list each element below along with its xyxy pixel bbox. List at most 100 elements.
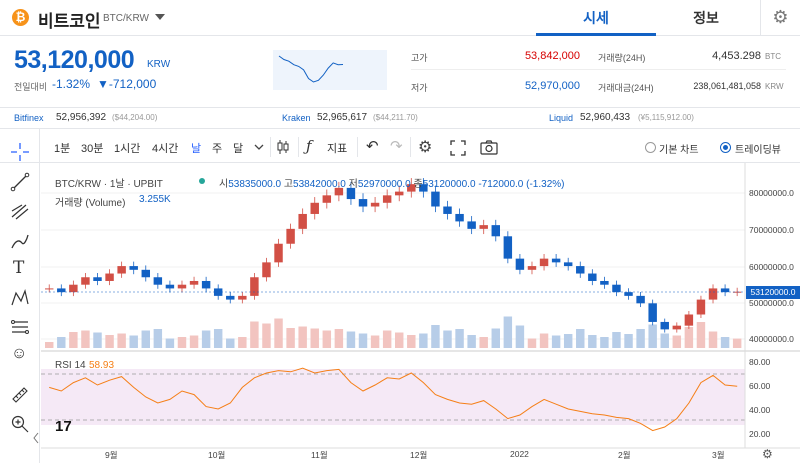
candle — [57, 288, 66, 293]
function-icon[interactable]: ƒ — [306, 137, 312, 155]
volume-bar — [165, 338, 175, 348]
price-chart[interactable] — [41, 163, 800, 463]
tab-price[interactable]: 시세 — [536, 0, 656, 36]
x-tick: 2월 — [618, 450, 631, 460]
y-tick: 80000000.0 — [749, 188, 794, 198]
interval-day[interactable]: 날 — [191, 143, 202, 155]
pattern-icon[interactable] — [10, 288, 30, 308]
volume-bar — [539, 333, 549, 348]
tradingview-radio[interactable] — [720, 142, 731, 153]
basic-chart-label[interactable]: 기본 차트 — [659, 145, 699, 156]
volume-bar — [57, 337, 66, 348]
coin-pair: BTC/KRW — [103, 13, 149, 24]
candle — [600, 280, 609, 285]
candle — [286, 228, 295, 244]
exchange-usd: ($44,204.00) — [112, 113, 158, 122]
candle — [189, 280, 199, 285]
volume-bar — [238, 337, 247, 348]
rsi-tick: 20.00 — [749, 429, 771, 439]
volume-bar — [274, 318, 283, 348]
volume-bar — [358, 333, 368, 348]
volume-bar — [286, 328, 295, 348]
candle — [503, 236, 513, 259]
tradingview-label[interactable]: 트레이딩뷰 — [735, 145, 781, 156]
interval-month[interactable]: 달 — [233, 143, 244, 155]
exchange-name[interactable]: Bitfinex — [14, 113, 44, 123]
candle — [491, 225, 500, 237]
candle — [696, 299, 706, 315]
volume-bar — [431, 325, 440, 348]
volume-bar — [201, 330, 211, 348]
interval-30m[interactable]: 30분 — [81, 143, 104, 155]
interval-week[interactable]: 주 — [212, 143, 223, 155]
brush-icon[interactable] — [10, 231, 30, 251]
volume-bar — [479, 337, 488, 348]
trend-line-icon[interactable] — [10, 172, 30, 192]
candle — [395, 191, 404, 196]
tab-info[interactable]: 정보 — [693, 10, 719, 26]
interval-1m[interactable]: 1분 — [54, 143, 71, 155]
volume-bar — [551, 335, 561, 348]
coin-name[interactable]: 비트코인 — [38, 12, 101, 31]
volume-bar — [346, 331, 356, 348]
drawing-toolbar — [0, 129, 40, 463]
candle — [105, 273, 114, 281]
ruler-icon[interactable] — [10, 385, 30, 405]
candle — [201, 280, 211, 289]
candle — [708, 288, 718, 300]
settings-icon[interactable]: ⚙ — [418, 139, 433, 156]
zoom-in-icon[interactable] — [10, 414, 30, 434]
redo-icon[interactable]: ↷ — [390, 138, 403, 155]
chevron-left-icon[interactable] — [33, 432, 39, 444]
candle — [624, 292, 633, 296]
emoji-icon[interactable]: ☺ — [11, 345, 28, 362]
chevron-down-icon[interactable] — [254, 143, 264, 151]
exchange-name[interactable]: Kraken — [282, 113, 311, 123]
volume-bar — [648, 324, 657, 348]
x-tick: 11월 — [311, 450, 328, 460]
y-tick: 60000000.0 — [749, 262, 794, 272]
fullscreen-icon[interactable] — [450, 140, 466, 156]
candle — [274, 243, 283, 263]
volume-bar — [69, 332, 78, 348]
volume-bar — [45, 342, 54, 348]
candle — [69, 284, 78, 293]
interval-1h[interactable]: 1시간 — [114, 143, 141, 155]
volume-bar — [467, 335, 476, 348]
tradingview-logo[interactable]: 17 — [55, 418, 72, 435]
candlestick-icon[interactable] — [276, 139, 290, 155]
volume-24h-value: 4,453.298 — [712, 50, 761, 62]
candle — [298, 213, 307, 229]
candle — [551, 258, 561, 263]
candle — [334, 187, 344, 196]
chart-toolbar — [0, 129, 800, 163]
rsi-tick: 40.00 — [749, 405, 771, 415]
exchange-name[interactable]: Liquid — [549, 113, 574, 123]
y-tick: 70000000.0 — [749, 225, 794, 235]
text-tool-icon[interactable]: T — [13, 258, 25, 278]
high-value: 53,842,000 — [524, 50, 580, 62]
camera-icon[interactable] — [480, 140, 498, 155]
crosshair-icon[interactable] — [10, 142, 30, 162]
fib-icon[interactable] — [10, 317, 30, 337]
chart-settings-icon[interactable]: ⚙ — [762, 447, 773, 461]
interval-4h[interactable]: 4시간 — [152, 143, 179, 155]
coin-header — [0, 0, 800, 36]
undo-icon[interactable]: ↶ — [366, 138, 379, 155]
pitchfork-icon[interactable] — [10, 201, 30, 221]
indicator-button[interactable]: 지표 — [327, 143, 348, 155]
candle — [262, 262, 271, 278]
gear-icon[interactable]: ⚙ — [760, 0, 800, 36]
candle — [117, 266, 126, 274]
chevron-down-icon[interactable] — [155, 14, 165, 20]
y-tick: 50000000.0 — [749, 298, 794, 308]
change-label: 전일대비 — [14, 82, 48, 92]
x-tick: 10월 — [208, 450, 226, 460]
basic-chart-radio[interactable] — [645, 142, 656, 153]
volume-bar — [105, 335, 114, 348]
candle — [515, 258, 525, 270]
volume-bar — [177, 337, 187, 348]
volume-bar — [491, 328, 500, 348]
candle — [563, 262, 573, 267]
volume-bar — [213, 329, 223, 348]
